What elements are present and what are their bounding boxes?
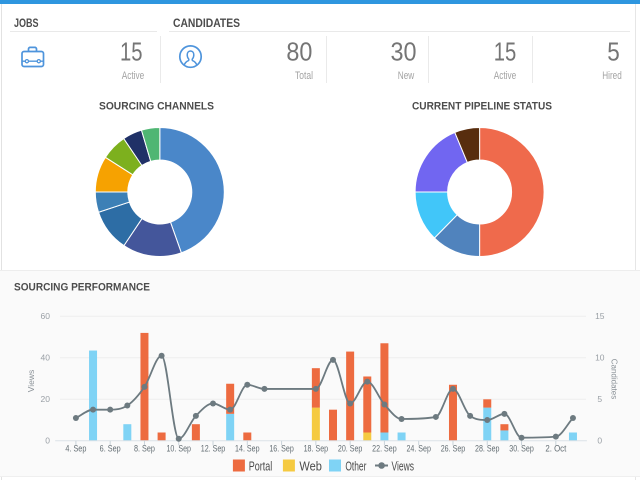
svg-text:Candidates: Candidates: [610, 359, 619, 399]
svg-text:2. Oct: 2. Oct: [545, 444, 566, 454]
svg-text:12. Sep: 12. Sep: [201, 444, 226, 454]
svg-text:15: 15: [494, 37, 517, 67]
svg-text:5: 5: [607, 37, 620, 67]
svg-text:SOURCING PERFORMANCE: SOURCING PERFORMANCE: [14, 282, 150, 294]
svg-text:20: 20: [41, 394, 51, 404]
svg-text:14. Sep: 14. Sep: [235, 444, 259, 454]
svg-text:60: 60: [41, 311, 51, 321]
svg-text:Web: Web: [299, 460, 322, 474]
svg-text:8. Sep: 8. Sep: [134, 444, 155, 454]
svg-text:10: 10: [595, 353, 605, 363]
svg-text:24. Sep: 24. Sep: [406, 444, 431, 454]
svg-text:22. Sep: 22. Sep: [372, 444, 397, 454]
svg-text:10. Sep: 10. Sep: [166, 444, 191, 454]
svg-text:New: New: [398, 70, 415, 82]
svg-text:Portal: Portal: [249, 460, 272, 474]
svg-text:Active: Active: [122, 70, 145, 82]
svg-text:Active: Active: [494, 70, 517, 82]
svg-text:JOBS: JOBS: [14, 16, 39, 30]
svg-text:Views: Views: [392, 460, 415, 474]
svg-text:CANDIDATES: CANDIDATES: [173, 16, 240, 30]
svg-text:0: 0: [45, 436, 50, 446]
svg-text:80: 80: [286, 37, 312, 67]
svg-text:Other: Other: [345, 460, 366, 474]
svg-text:5: 5: [597, 394, 602, 404]
svg-text:30: 30: [391, 37, 417, 67]
svg-text:20. Sep: 20. Sep: [338, 444, 363, 454]
svg-text:SOURCING CHANNELS: SOURCING CHANNELS: [99, 101, 214, 113]
svg-text:Views: Views: [26, 370, 36, 393]
svg-text:15: 15: [120, 37, 143, 67]
svg-text:26. Sep: 26. Sep: [441, 444, 466, 454]
svg-text:40: 40: [41, 353, 51, 363]
svg-text:Total: Total: [295, 70, 313, 82]
svg-text:15: 15: [595, 311, 605, 321]
svg-text:6. Sep: 6. Sep: [100, 444, 121, 454]
svg-text:Hired: Hired: [602, 70, 622, 82]
svg-text:18. Sep: 18. Sep: [304, 444, 329, 454]
svg-text:16. Sep: 16. Sep: [269, 444, 294, 454]
svg-text:CURRENT PIPELINE STATUS: CURRENT PIPELINE STATUS: [412, 101, 552, 113]
svg-text:4. Sep: 4. Sep: [65, 444, 86, 454]
svg-text:30. Sep: 30. Sep: [509, 444, 534, 454]
svg-text:0: 0: [597, 436, 602, 446]
svg-text:28. Sep: 28. Sep: [475, 444, 500, 454]
